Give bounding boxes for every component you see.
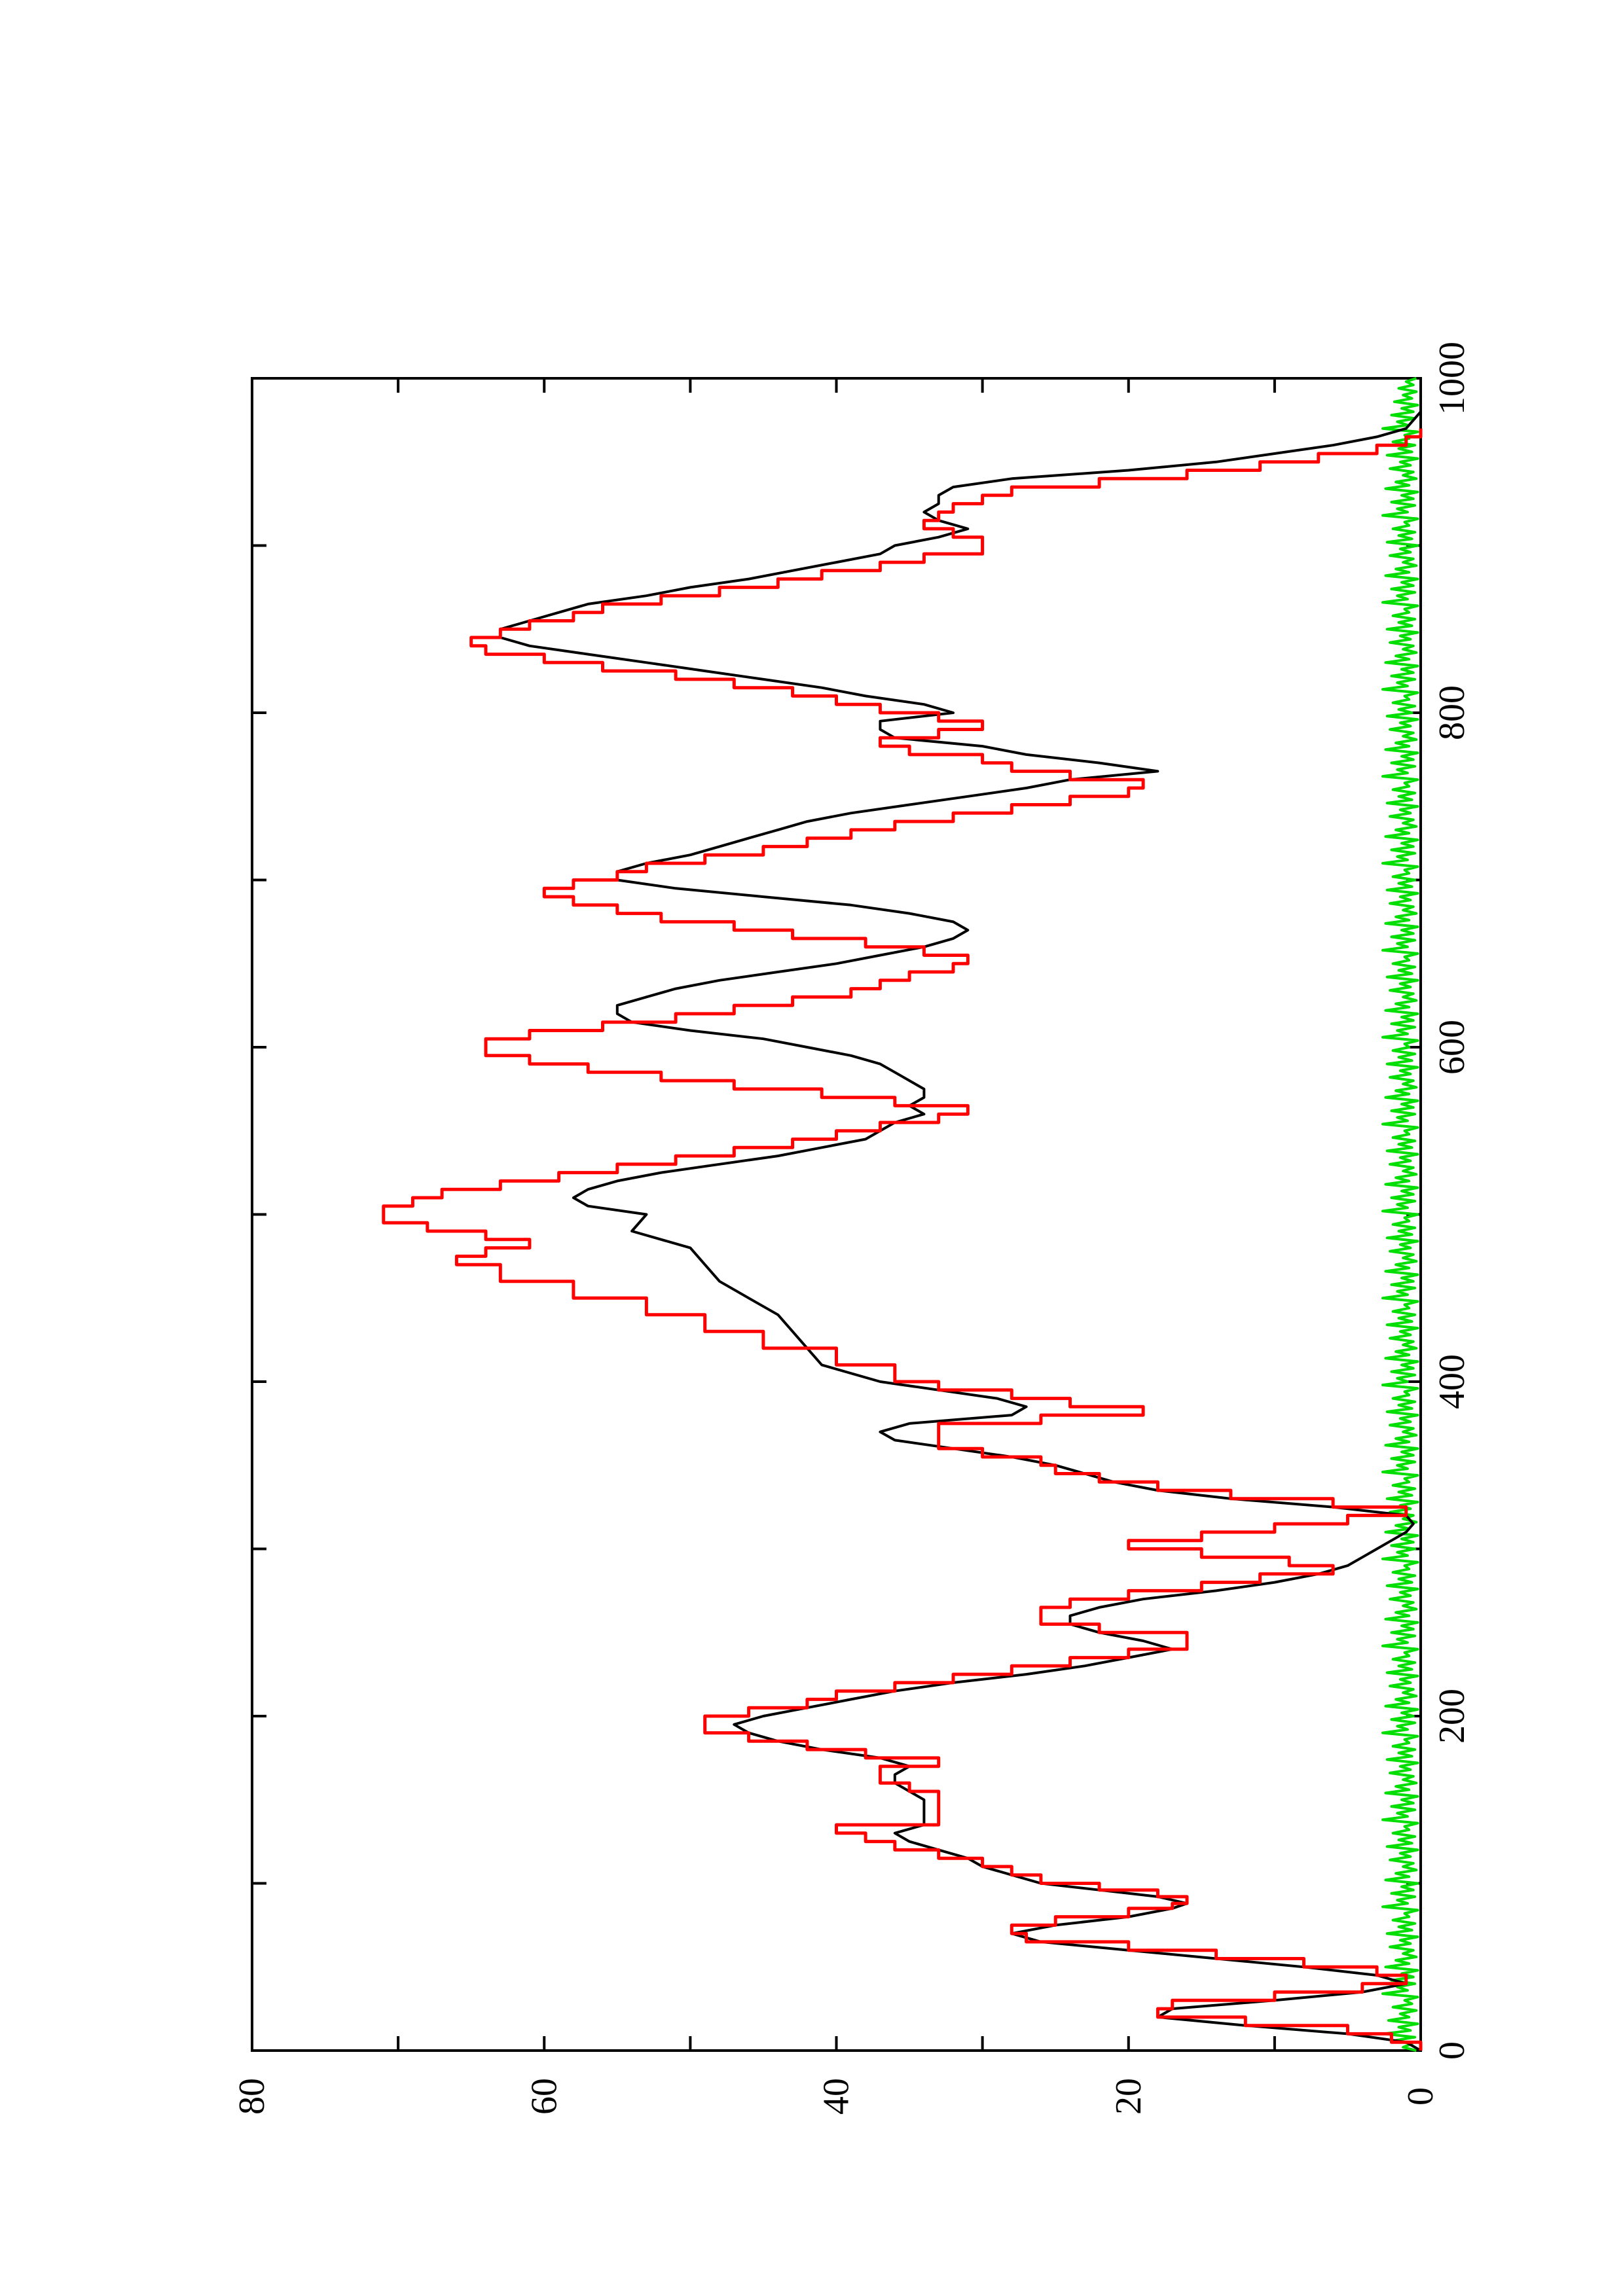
tick-labels: 0 200 400 600 800 1000 0 20 40 60 80 (232, 342, 1472, 2115)
series-red-step-line (382, 428, 1423, 2051)
y-tick-label: 80 (232, 2078, 272, 2115)
series-green-noise-line (1381, 377, 1419, 2052)
y-tick-label: 20 (1108, 2078, 1149, 2115)
y-tick-label: 60 (524, 2078, 564, 2115)
series-black-line (499, 410, 1422, 2052)
plot-frame (251, 377, 1422, 2052)
x-tick-label: 600 (1432, 1020, 1472, 1075)
plot-area: 0 200 400 600 800 1000 0 20 40 60 80 (232, 342, 1472, 2115)
y-tick-label: 40 (816, 2078, 857, 2115)
series-layer (382, 377, 1423, 2052)
y-tick-label: 0 (1400, 2087, 1441, 2106)
axis-ticks (251, 377, 1422, 2052)
x-tick-label: 0 (1432, 2041, 1472, 2060)
x-tick-label: 200 (1432, 1689, 1472, 1744)
x-tick-label: 1000 (1432, 342, 1472, 415)
x-tick-label: 800 (1432, 685, 1472, 740)
x-tick-label: 400 (1432, 1354, 1472, 1409)
